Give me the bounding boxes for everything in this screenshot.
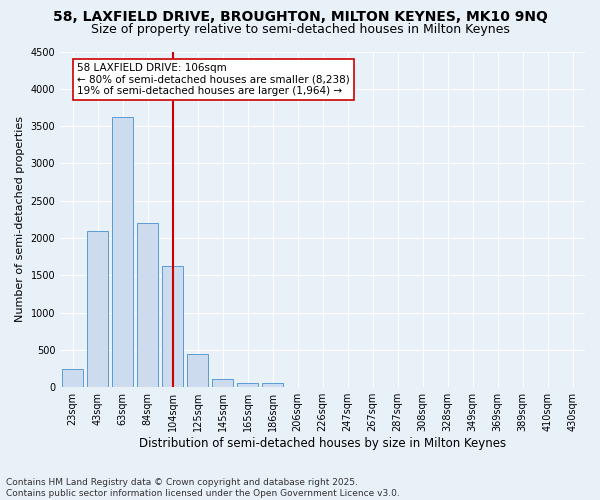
Text: 58, LAXFIELD DRIVE, BROUGHTON, MILTON KEYNES, MK10 9NQ: 58, LAXFIELD DRIVE, BROUGHTON, MILTON KE… [53, 10, 547, 24]
Bar [212, 380, 233, 387]
Text: 58 LAXFIELD DRIVE: 106sqm
← 80% of semi-detached houses are smaller (8,238)
19% : 58 LAXFIELD DRIVE: 106sqm ← 80% of semi-… [77, 62, 350, 96]
Bar [262, 384, 283, 387]
Bar [162, 266, 183, 387]
Bar [112, 117, 133, 387]
Text: Size of property relative to semi-detached houses in Milton Keynes: Size of property relative to semi-detach… [91, 22, 509, 36]
Bar [62, 368, 83, 387]
Bar [187, 354, 208, 387]
Y-axis label: Number of semi-detached properties: Number of semi-detached properties [15, 116, 25, 322]
X-axis label: Distribution of semi-detached houses by size in Milton Keynes: Distribution of semi-detached houses by … [139, 437, 506, 450]
Bar [137, 223, 158, 387]
Bar [87, 230, 108, 387]
Bar [237, 382, 258, 387]
Text: Contains HM Land Registry data © Crown copyright and database right 2025.
Contai: Contains HM Land Registry data © Crown c… [6, 478, 400, 498]
